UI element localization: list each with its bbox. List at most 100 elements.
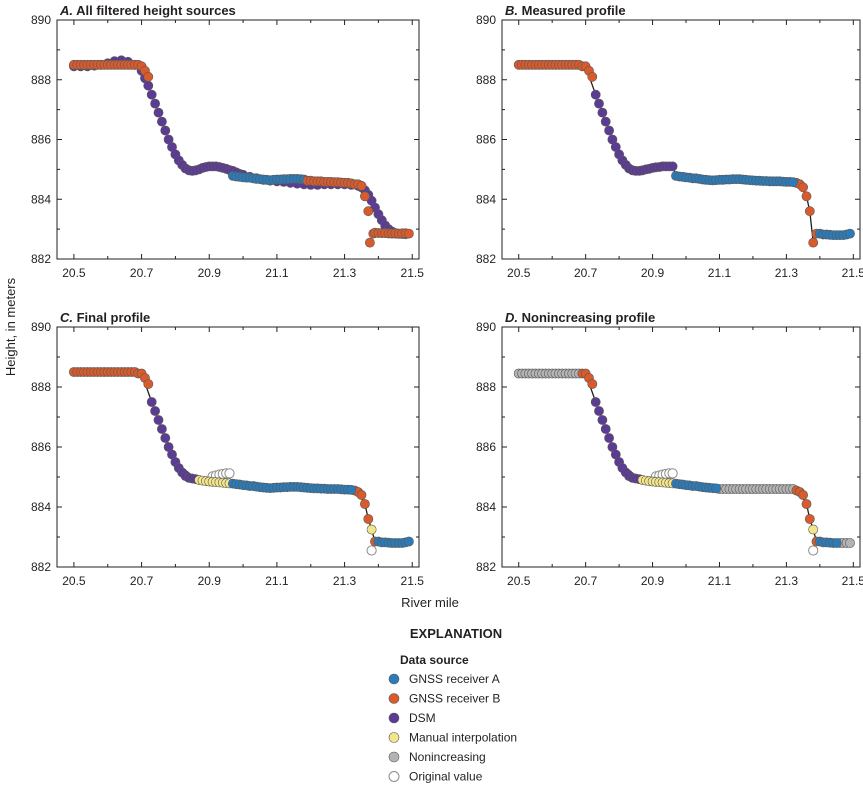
series-gnss_b — [513, 59, 822, 248]
point-gnss_b — [403, 228, 414, 239]
panel-title: A. All filtered height sources — [59, 3, 236, 18]
panel-title: C. Final profile — [60, 310, 150, 325]
y-tick-label: 886 — [31, 133, 51, 147]
point-gnss_b — [808, 237, 819, 248]
profile-line — [73, 371, 409, 543]
y-tick-label: 886 — [476, 440, 496, 454]
point-dsm — [590, 89, 601, 100]
point-gnss_b — [798, 182, 808, 193]
x-tick-label: 20.7 — [574, 574, 598, 588]
point-gnss_b — [356, 490, 367, 500]
chart-panel-1: A. All filtered height sources 882 884 886 8… — [31, 3, 424, 280]
point-gnss_b — [587, 379, 598, 389]
y-axis-title: Height, in meters — [3, 277, 18, 376]
legend-swatch-dsm — [388, 712, 400, 724]
y-tick-label: 882 — [476, 560, 496, 574]
plot-frame — [56, 326, 420, 568]
point-gnss_b — [363, 514, 374, 524]
y-tick-label: 890 — [31, 13, 51, 27]
series-gnss_a — [671, 170, 855, 240]
y-tick-label: 886 — [31, 440, 51, 454]
legend-swatch-original — [388, 771, 400, 782]
x-tick-label: 20.9 — [198, 266, 222, 280]
series-dsm — [146, 397, 201, 484]
point-dsm — [153, 107, 164, 118]
x-tick-label: 20.5 — [62, 574, 86, 588]
legend-label-original: Original value — [409, 770, 483, 784]
x-tick-label: 20.5 — [62, 266, 86, 280]
point-dsm — [600, 116, 611, 127]
panel-title: D. Nonincreasing profile — [505, 310, 655, 325]
series-gnss_b — [577, 368, 822, 547]
point-dsm — [146, 397, 157, 407]
point-nonincreasing — [845, 538, 855, 548]
point-manual — [808, 524, 819, 535]
point-dsm — [150, 98, 160, 109]
series-dsm — [590, 397, 645, 484]
y-tick-label: 884 — [31, 500, 51, 514]
y-tick-label: 882 — [31, 560, 51, 574]
plot-frame — [501, 19, 861, 260]
point-dsm — [146, 89, 157, 100]
point-gnss_b — [798, 490, 808, 500]
point-manual — [366, 524, 377, 535]
point-gnss_b — [804, 206, 815, 217]
point-gnss_a — [711, 483, 721, 494]
point-gnss_b — [801, 499, 812, 509]
plot-area — [513, 368, 855, 556]
series-gnss_b — [69, 59, 414, 248]
x-tick-label: 21.3 — [333, 574, 357, 588]
panel-letter: B. — [505, 3, 518, 18]
y-tick-label: 890 — [31, 320, 51, 334]
point-dsm — [160, 125, 171, 136]
panel-letter: A. — [59, 3, 73, 18]
series-gnss_b — [69, 367, 380, 547]
y-tick-label: 884 — [31, 192, 51, 206]
legend-label-gnss_b: GNSS receiver B — [409, 692, 500, 706]
point-gnss_b — [143, 379, 154, 389]
y-tick-label: 886 — [476, 133, 496, 147]
point-gnss_a — [788, 177, 798, 188]
panel-title-text: Measured profile — [518, 3, 626, 18]
chart-panels: A. All filtered height sources 882 884 886 8… — [31, 3, 863, 588]
panel-title-text: Nonincreasing profile — [518, 310, 655, 325]
point-gnss_a — [346, 484, 357, 495]
y-tick-label: 888 — [476, 73, 496, 87]
panel-title-text: All filtered height sources — [73, 3, 236, 18]
legend-swatch-gnss_b — [388, 693, 400, 704]
series-gnss_a — [227, 478, 414, 548]
x-axis-title: River mile — [401, 595, 459, 610]
point-dsm — [594, 98, 604, 109]
point-dsm — [604, 125, 614, 136]
legend-label-dsm: DSM — [409, 711, 436, 725]
x-tick-label: 21.1 — [708, 574, 732, 588]
profile-line — [518, 64, 850, 243]
plot-area — [513, 59, 855, 248]
series-nonincreasing — [513, 368, 855, 548]
explanation: EXPLANATION Data source GNSS receiver AG… — [388, 626, 517, 784]
plot-area — [69, 55, 414, 248]
profile-line — [518, 372, 851, 544]
point-dsm — [160, 433, 171, 443]
panel-title: B. Measured profile — [505, 3, 626, 18]
x-tick-label: 20.5 — [507, 266, 531, 280]
point-gnss_a — [403, 536, 414, 547]
legend-swatch-manual — [388, 732, 400, 743]
legend-swatch-gnss_a — [388, 673, 400, 685]
y-tick-label: 890 — [476, 13, 496, 27]
plot-area — [69, 367, 414, 556]
series-gnss_a — [671, 478, 842, 548]
panel-letter: C. — [60, 310, 73, 325]
legend-title: Data source — [400, 653, 469, 667]
series-dsm — [590, 89, 678, 176]
point-gnss_b — [143, 71, 154, 82]
x-tick-label: 20.7 — [130, 266, 154, 280]
x-tick-label: 20.9 — [641, 574, 665, 588]
plot-frame — [501, 326, 861, 568]
x-tick-label: 21.5 — [401, 574, 425, 588]
point-gnss_b — [363, 206, 374, 217]
y-tick-label: 888 — [31, 380, 51, 394]
y-tick-label: 882 — [476, 252, 496, 266]
x-tick-label: 21.3 — [333, 266, 357, 280]
point-original — [808, 545, 819, 556]
